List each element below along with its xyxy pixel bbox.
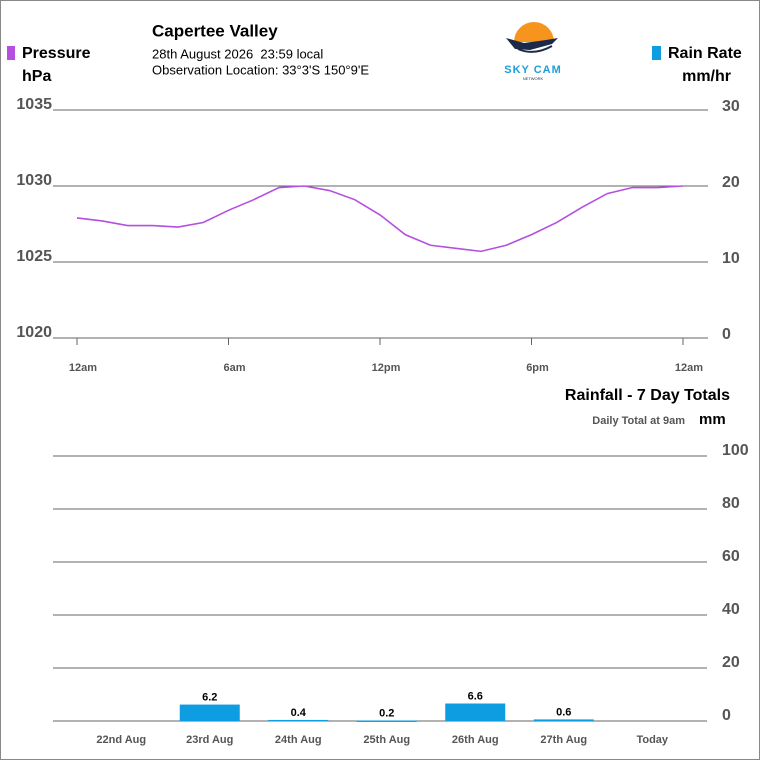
- y-unit: hPa: [22, 68, 51, 85]
- y-tick-label: 1020: [16, 324, 52, 341]
- x-tick-label: 23rd Aug: [186, 734, 233, 746]
- y-tick-label: 40: [722, 601, 740, 618]
- y-tick-label: 60: [722, 548, 740, 565]
- y-tick-label: 1025: [16, 248, 52, 265]
- x-tick-label: 27th Aug: [540, 734, 587, 746]
- x-tick-label: 25th Aug: [363, 734, 410, 746]
- x-tick-label: 26th Aug: [452, 734, 499, 746]
- y2-tick-label: 30: [722, 98, 740, 115]
- y-tick-label: 20: [722, 654, 740, 671]
- y2-tick-label: 10: [722, 250, 740, 267]
- date: 28th August 2026 23:59 local: [152, 46, 323, 61]
- y2-unit: mm/hr: [682, 68, 731, 85]
- bar: [268, 719, 329, 722]
- value-label: 0.2: [379, 707, 394, 719]
- y2-label: Rain Rate: [668, 45, 742, 62]
- pressure-line: [76, 185, 684, 253]
- bar: [533, 719, 594, 721]
- value-label: 0.4: [291, 707, 307, 719]
- x-tick-label: 6pm: [526, 362, 549, 374]
- x-tick-label: 22nd Aug: [96, 734, 146, 746]
- location: Observation Location: 33°3'S 150°9'E: [152, 62, 369, 77]
- logo-name: SKY CAM: [504, 64, 562, 76]
- title: Capertee Valley: [152, 21, 278, 40]
- y-tick-label: 80: [722, 495, 740, 512]
- y-tick-label: 100: [722, 442, 749, 459]
- y-tick-label: 1030: [16, 172, 52, 189]
- x-tick-label: 12am: [69, 362, 97, 374]
- legend-swatch: [7, 46, 15, 60]
- x-tick-label: 12pm: [372, 362, 401, 374]
- y-unit: mm: [699, 411, 726, 428]
- bar: [179, 704, 240, 721]
- y-tick-label: 1035: [16, 96, 52, 113]
- logo-plane: [506, 38, 558, 50]
- y2-tick-label: 20: [722, 174, 740, 191]
- legend-swatch: [652, 46, 661, 60]
- chart-subtitle: Daily Total at 9am: [592, 415, 685, 427]
- bar: [356, 720, 417, 722]
- value-label: 6.2: [202, 691, 217, 703]
- x-tick-label: Today: [636, 734, 668, 746]
- logo-swoosh: [517, 45, 553, 53]
- y-tick-label: 0: [722, 707, 731, 724]
- value-label: 6.6: [468, 690, 483, 702]
- logo-sun: [514, 22, 554, 42]
- legend-label: Pressure: [22, 45, 91, 62]
- y2-tick-label: 0: [722, 326, 731, 343]
- x-tick-label: 24th Aug: [275, 734, 322, 746]
- logo: SKY CAM NETWORK: [504, 22, 562, 81]
- chart-title: Rainfall - 7 Day Totals: [565, 387, 730, 404]
- bar: [445, 703, 506, 721]
- logo-tagline: NETWORK: [523, 76, 544, 81]
- x-tick-label: 12am: [675, 362, 703, 374]
- value-label: 0.6: [556, 706, 571, 718]
- x-tick-label: 6am: [223, 362, 245, 374]
